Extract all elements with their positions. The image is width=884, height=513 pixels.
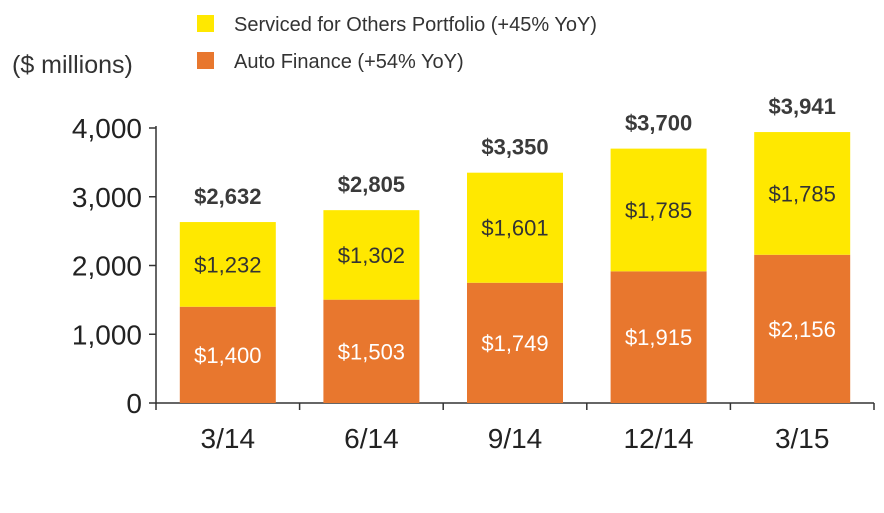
bar-value-label-auto-finance: $2,156 <box>769 317 836 342</box>
bar-total-label: $3,941 <box>769 94 836 119</box>
x-tick-label: 3/15 <box>775 423 830 454</box>
bar-value-label-serviced: $1,785 <box>625 198 692 223</box>
y-tick-label: 4,000 <box>72 113 142 144</box>
bar-value-label-serviced: $1,232 <box>194 252 261 277</box>
bar-segment-serviced <box>179 222 276 307</box>
legend-label-auto-finance: Auto Finance (+54% YoY) <box>234 51 464 73</box>
bar-total-label: $2,632 <box>194 184 261 209</box>
bar-value-label-auto-finance: $1,749 <box>481 331 548 356</box>
bar-value-label-serviced: $1,302 <box>338 243 405 268</box>
y-axis-unit-label: ($ millions) <box>12 51 133 79</box>
bars <box>179 132 851 403</box>
bar-value-label-auto-finance: $1,400 <box>194 343 261 368</box>
y-tick-label: 2,000 <box>72 251 142 282</box>
x-tick-label: 6/14 <box>344 423 399 454</box>
x-axis-ticks: 3/14 6/14 9/14 12/14 3/15 <box>155 403 875 454</box>
bar-segment-serviced <box>467 172 563 283</box>
bar-segment-auto-finance <box>467 282 563 403</box>
x-tick-label: 12/14 <box>624 423 694 454</box>
y-tick-label: 1,000 <box>72 319 142 350</box>
legend: Serviced for Others Portfolio (+45% YoY)… <box>197 14 597 73</box>
y-tick-label: 3,000 <box>72 182 142 213</box>
x-tick-label: 9/14 <box>488 423 543 454</box>
bar-segment-serviced <box>754 132 851 255</box>
y-tick-label: 0 <box>126 388 142 419</box>
bar-total-label: $3,700 <box>625 111 692 136</box>
bar-total-label: $2,805 <box>338 172 405 197</box>
bar-value-label-auto-finance: $1,503 <box>338 339 405 364</box>
bar-total-label: $3,350 <box>481 135 548 160</box>
legend-label-serviced: Serviced for Others Portfolio (+45% YoY) <box>234 14 597 36</box>
y-axis-ticks: 0 1,000 2,000 3,000 4,000 <box>72 113 156 419</box>
bar-segment-auto-finance <box>610 271 707 403</box>
x-tick-label: 3/14 <box>201 423 256 454</box>
bar-segment-auto-finance <box>754 254 851 403</box>
bar-value-label-serviced: $1,785 <box>769 181 836 206</box>
bar-value-label-serviced: $1,601 <box>481 216 548 241</box>
legend-swatch-auto-finance <box>197 52 214 69</box>
bar-segment-auto-finance <box>179 306 276 403</box>
bar-value-label-auto-finance: $1,915 <box>625 325 692 350</box>
data-labels: $1,400 $1,232 $2,632 $1,503 $1,302 $2,805 $1,7… <box>194 94 836 368</box>
bar-segment-serviced <box>610 148 707 272</box>
bar-segment-serviced <box>323 210 420 300</box>
bar-segment-auto-finance <box>323 299 420 403</box>
legend-swatch-serviced <box>197 15 214 32</box>
